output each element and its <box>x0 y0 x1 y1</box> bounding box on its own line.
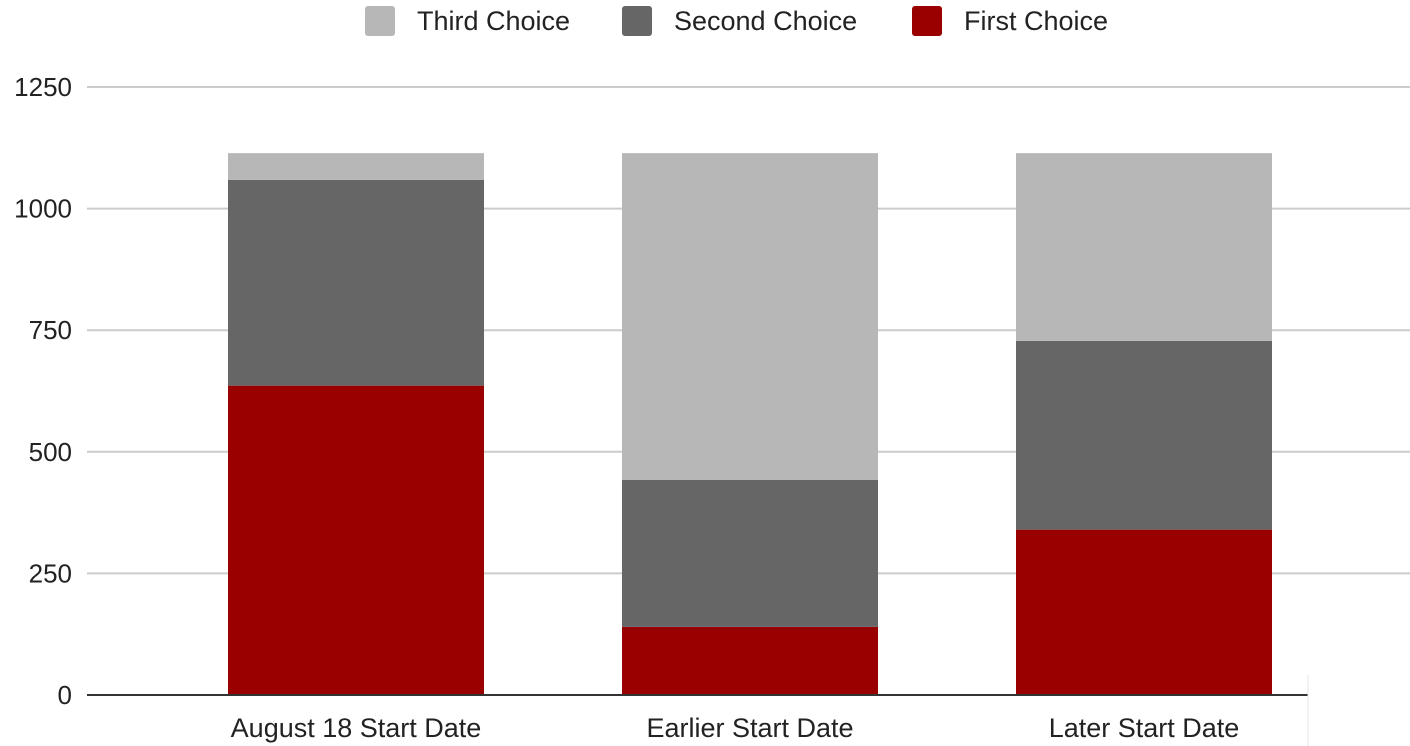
legend-swatch <box>622 6 652 36</box>
y-axis-tick-labels: 0 250 500 750 1000 1250 <box>14 72 72 710</box>
y-tick-label: 1000 <box>14 194 72 224</box>
bar-segment <box>1016 529 1272 695</box>
y-tick-label: 500 <box>29 437 72 467</box>
legend-item: Second Choice <box>622 6 857 36</box>
bar-segment <box>1016 340 1272 530</box>
legend-item: First Choice <box>912 6 1108 36</box>
y-tick-label: 1250 <box>14 72 72 102</box>
legend-label: Third Choice <box>417 6 570 36</box>
bar-segment <box>622 153 878 481</box>
y-tick-label: 250 <box>29 558 72 588</box>
bar-segment <box>228 385 484 695</box>
bar-segment <box>622 480 878 627</box>
y-tick-label: 750 <box>29 315 72 345</box>
legend: Third Choice Second Choice First Choice <box>365 6 1108 36</box>
legend-label: First Choice <box>964 6 1108 36</box>
bar-segment <box>622 626 878 695</box>
x-axis-category-labels: August 18 Start Date Earlier Start Date La… <box>231 713 1240 743</box>
bar-segment <box>228 179 484 386</box>
bar-segment <box>1016 153 1272 341</box>
legend-label: Second Choice <box>674 6 857 36</box>
legend-swatch <box>365 6 395 36</box>
bar-segment <box>228 153 484 180</box>
x-category-label: Earlier Start Date <box>646 713 853 743</box>
bars <box>228 153 1272 695</box>
x-axis <box>87 675 1309 746</box>
x-category-label: Later Start Date <box>1049 713 1240 743</box>
x-category-label: August 18 Start Date <box>231 713 482 743</box>
y-tick-label: 0 <box>58 680 72 710</box>
legend-item: Third Choice <box>365 6 570 36</box>
legend-swatch <box>912 6 942 36</box>
